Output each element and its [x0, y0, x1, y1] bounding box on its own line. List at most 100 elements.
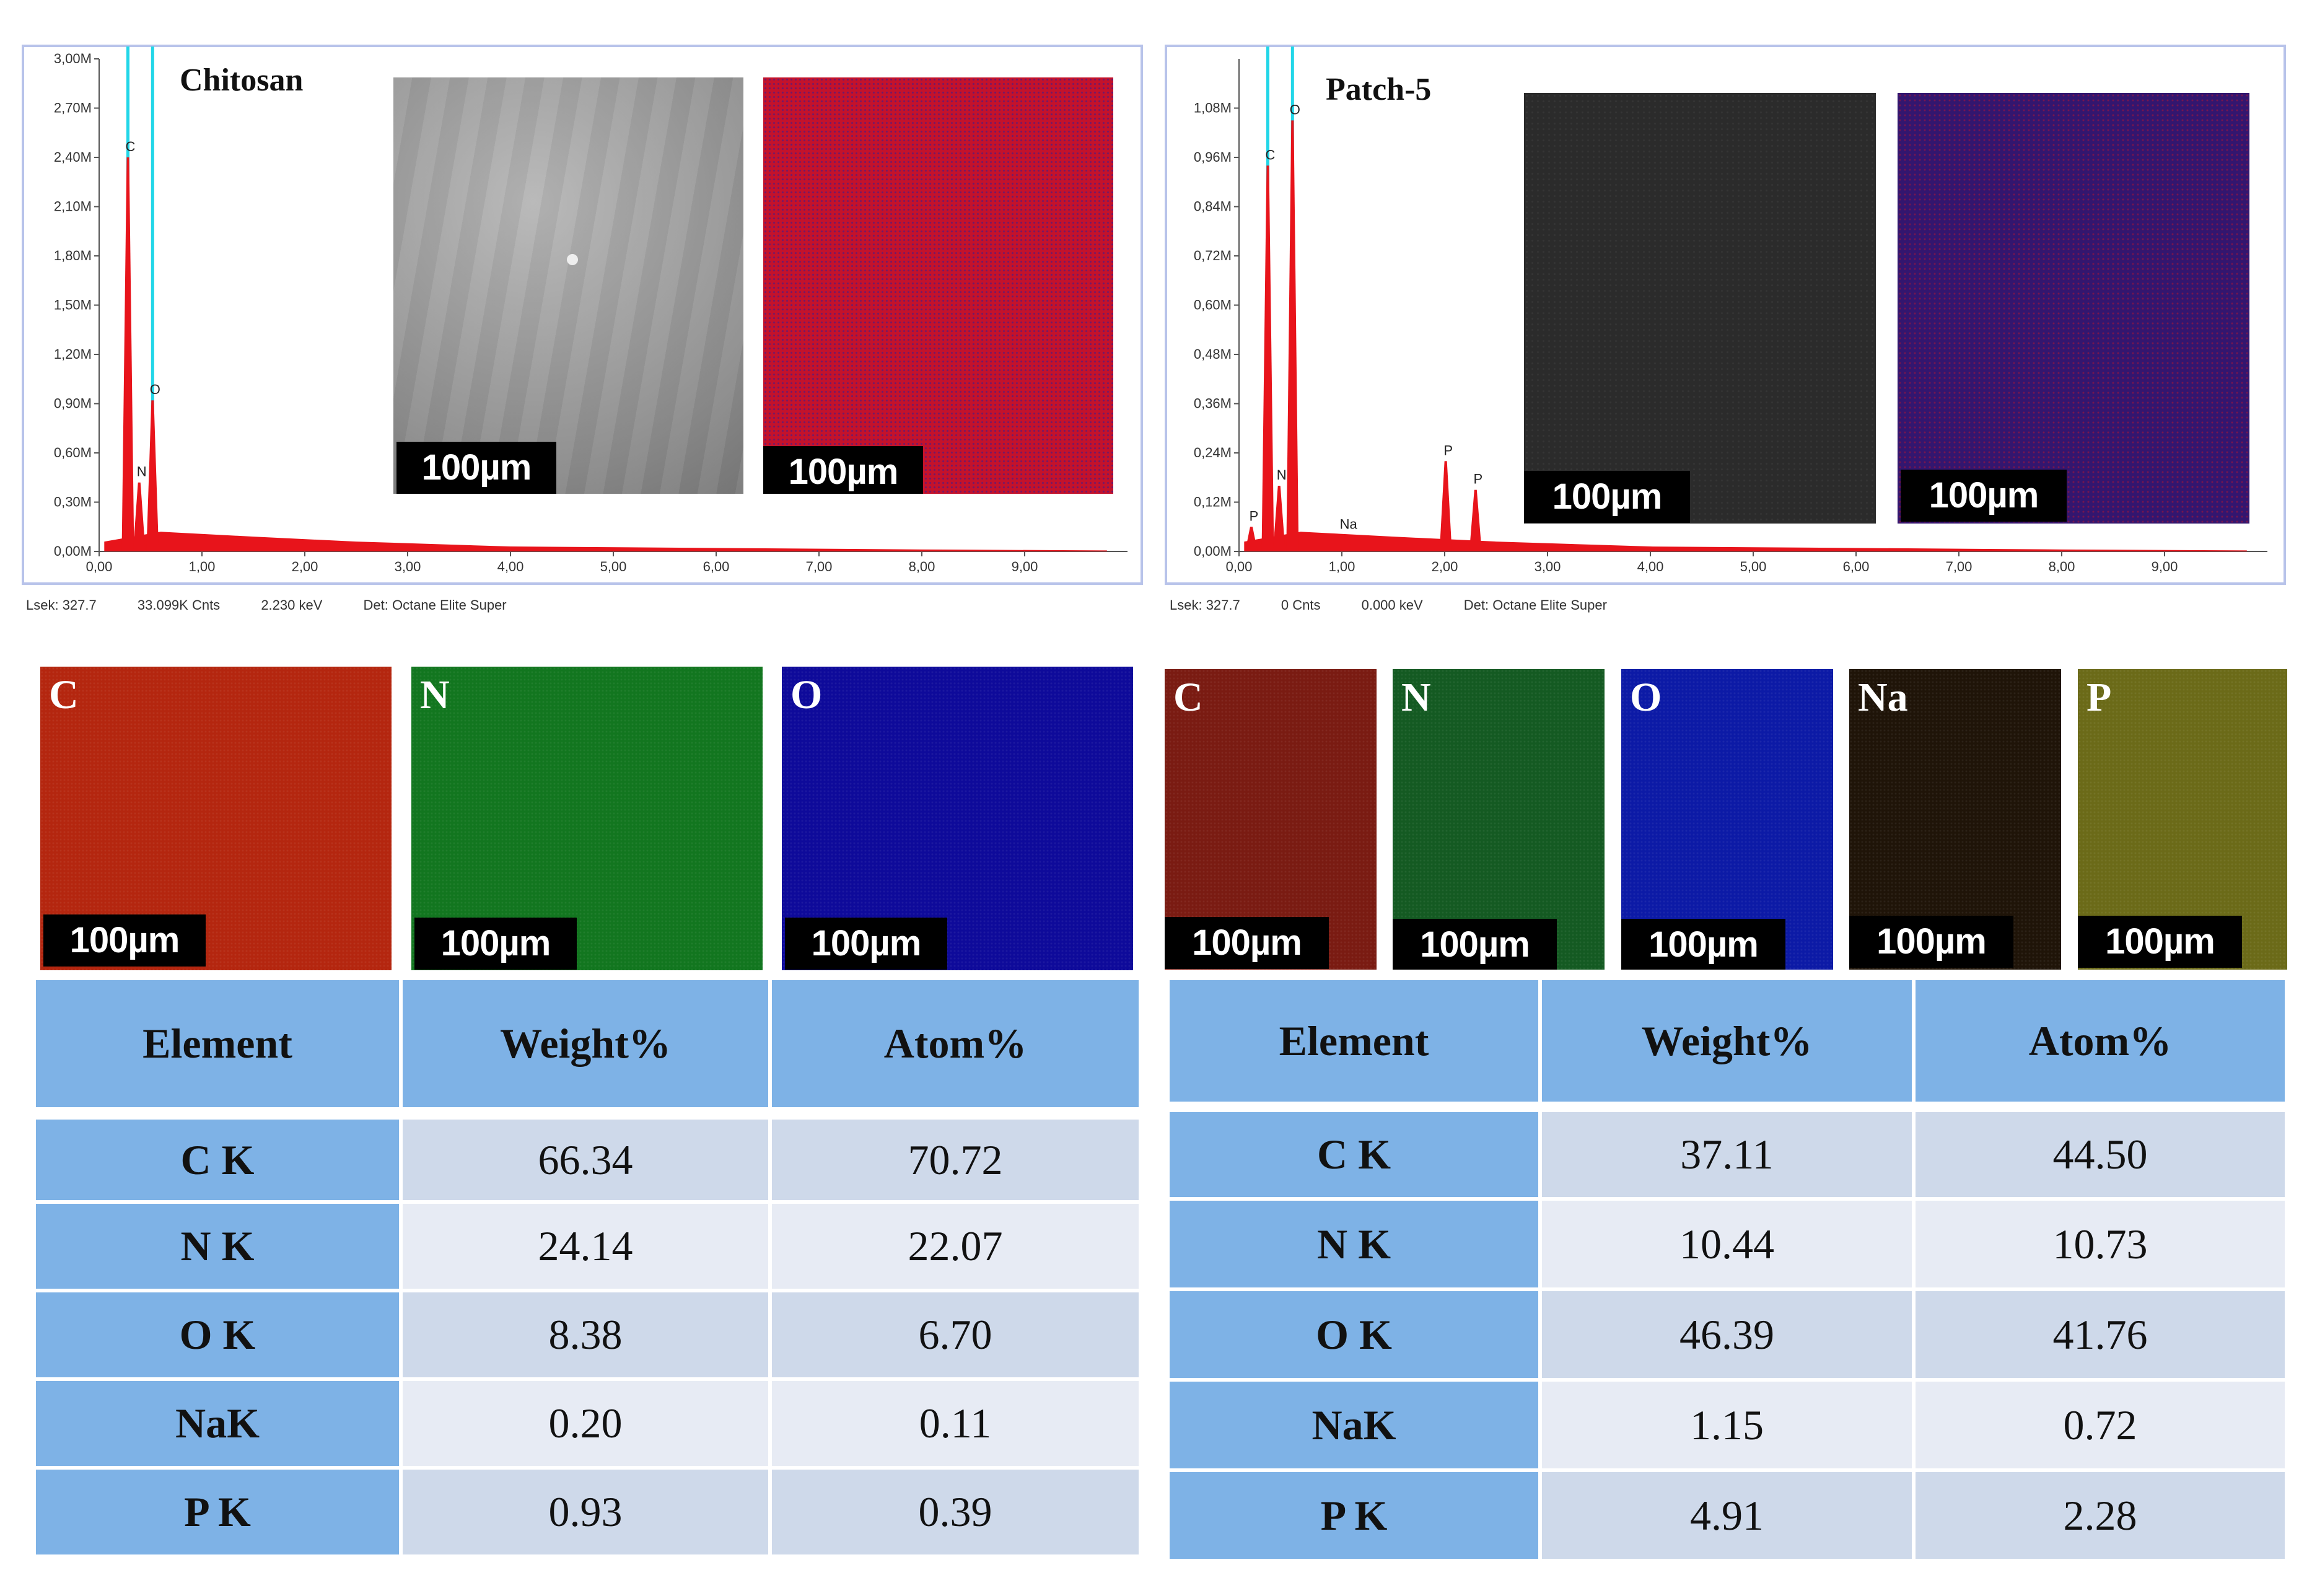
- scale-bar: 100µm: [43, 914, 206, 967]
- footer-counts: 33.099K Cnts: [137, 597, 221, 613]
- sample-title-patch5: Patch-5: [1326, 72, 1432, 107]
- cell-element: N K: [1170, 1201, 1538, 1287]
- y-tick-label: 1,20M: [54, 346, 92, 362]
- cell-weight: 4.91: [1542, 1472, 1912, 1559]
- cell-atom: 0.39: [772, 1470, 1139, 1554]
- scale-bar: 100µm: [1524, 471, 1690, 523]
- cell-element: P K: [36, 1470, 399, 1554]
- cell-element: NaK: [36, 1381, 399, 1466]
- cell-element: P K: [1170, 1472, 1538, 1559]
- spectrum-continuum: [104, 532, 1107, 551]
- element-map-n-chitosan: N 100µm: [411, 667, 763, 970]
- map-label: N: [1401, 675, 1431, 720]
- spectrum-footer-chitosan: Lsek: 327.7 33.099K Cnts 2.230 keV Det: …: [26, 597, 544, 613]
- y-tick-label: 1,80M: [54, 248, 92, 263]
- cell-weight: 0.93: [403, 1470, 768, 1554]
- element-map-o-chitosan: O 100µm: [782, 667, 1133, 970]
- map-label: O: [1630, 675, 1662, 720]
- y-tick-label: 0,12M: [1194, 494, 1232, 510]
- element-map-c-chitosan: C 100µm: [40, 667, 392, 970]
- spectrum-peak: [1439, 461, 1452, 551]
- spectrum-peak: [146, 400, 159, 551]
- y-tick-label: 2,40M: [54, 149, 92, 165]
- map-label: C: [49, 672, 79, 717]
- map-label: P: [2086, 675, 2112, 720]
- cell-element: N K: [36, 1204, 399, 1289]
- footer-kev: 2.230 keV: [261, 597, 323, 613]
- scale-bar: 100µm: [1165, 917, 1329, 969]
- table-row: O K 8.38 6.70: [36, 1292, 1139, 1377]
- x-tick-label: 4,00: [1637, 559, 1664, 574]
- header-atom: Atom%: [772, 980, 1139, 1107]
- y-tick-label: 0,96M: [1194, 149, 1232, 165]
- x-tick-label: 8,00: [2049, 559, 2075, 574]
- sem-image-chitosan: 100µm: [393, 77, 743, 494]
- cell-weight: 0.20: [403, 1381, 768, 1466]
- footer-kev: 0.000 keV: [1361, 597, 1423, 613]
- spectrum-continuum: [1244, 532, 2247, 551]
- x-tick-label: 9,00: [2152, 559, 2178, 574]
- table-row: N K 24.14 22.07: [36, 1204, 1139, 1289]
- footer-lsec: Lsek: 327.7: [26, 597, 97, 613]
- spectrum-peak: [133, 482, 146, 551]
- y-tick-label: 0,72M: [1194, 248, 1232, 263]
- element-map-o-patch5: O 100µm: [1621, 669, 1833, 970]
- spectrum-peak: [1245, 527, 1258, 551]
- y-tick-label: 0,60M: [54, 445, 92, 460]
- y-tick-label: 0,36M: [1194, 396, 1232, 411]
- y-tick-label: 0,84M: [1194, 199, 1232, 214]
- x-tick-label: 5,00: [600, 559, 627, 574]
- peak-label: P: [1250, 508, 1259, 524]
- table-header-row: Element Weight% Atom%: [1170, 980, 2285, 1102]
- map-label: Na: [1858, 675, 1908, 720]
- cell-atom: 2.28: [1916, 1472, 2285, 1559]
- cell-atom: 10.73: [1916, 1201, 2285, 1287]
- composition-table-chitosan: Element Weight% Atom% C K 66.34 70.72 N …: [36, 980, 1139, 1556]
- x-tick-label: 7,00: [806, 559, 833, 574]
- scale-bar: 100µm: [763, 446, 923, 494]
- peak-label: P: [1473, 471, 1482, 487]
- cell-atom: 22.07: [772, 1204, 1139, 1289]
- cell-weight: 10.44: [1542, 1201, 1912, 1287]
- spectrum-peak: [1272, 486, 1285, 551]
- table-row: P K 4.91 2.28: [1170, 1472, 2285, 1559]
- element-map-na-patch5: Na 100µm: [1849, 669, 2061, 970]
- cell-atom: 41.76: [1916, 1291, 2285, 1378]
- cell-atom: 0.11: [772, 1381, 1139, 1466]
- y-tick-label: 2,10M: [54, 199, 92, 214]
- x-tick-label: 6,00: [703, 559, 730, 574]
- spectrum-peak: [1261, 165, 1274, 551]
- peak-label: O: [1290, 102, 1300, 117]
- y-tick-label: 1,50M: [54, 297, 92, 313]
- y-tick-label: 0,00M: [1194, 543, 1232, 559]
- x-tick-label: 9,00: [1012, 559, 1038, 574]
- y-tick-label: 0,30M: [54, 494, 92, 510]
- spectrum-peak: [121, 157, 134, 551]
- header-atom: Atom%: [1916, 980, 2285, 1102]
- footer-counts: 0 Cnts: [1281, 597, 1321, 613]
- y-tick-label: 3,00M: [54, 51, 92, 66]
- peak-label: N: [1277, 467, 1287, 483]
- spectrum-peak: [1339, 535, 1352, 551]
- x-tick-label: 3,00: [395, 559, 421, 574]
- scale-bar: 100µm: [1849, 916, 2013, 968]
- y-tick-label: 0,48M: [1194, 346, 1232, 362]
- header-weight: Weight%: [403, 980, 768, 1107]
- y-tick-label: 0,60M: [1194, 297, 1232, 313]
- spectrum-peak: [1286, 120, 1299, 551]
- x-tick-label: 8,00: [909, 559, 935, 574]
- x-tick-label: 3,00: [1535, 559, 1561, 574]
- scale-bar: 100µm: [396, 442, 556, 494]
- element-map-c-patch5: C 100µm: [1165, 669, 1377, 970]
- cell-weight: 66.34: [403, 1120, 768, 1200]
- element-map-p-patch5: P 100µm: [2078, 669, 2287, 970]
- cell-atom: 0.72: [1916, 1382, 2285, 1468]
- cell-element: C K: [36, 1120, 399, 1200]
- scale-bar: 100µm: [414, 918, 577, 970]
- cell-atom: 6.70: [772, 1292, 1139, 1377]
- scale-bar: 100µm: [1393, 919, 1557, 970]
- cell-atom: 44.50: [1916, 1112, 2285, 1197]
- x-tick-label: 1,00: [1329, 559, 1355, 574]
- x-tick-label: 4,00: [497, 559, 524, 574]
